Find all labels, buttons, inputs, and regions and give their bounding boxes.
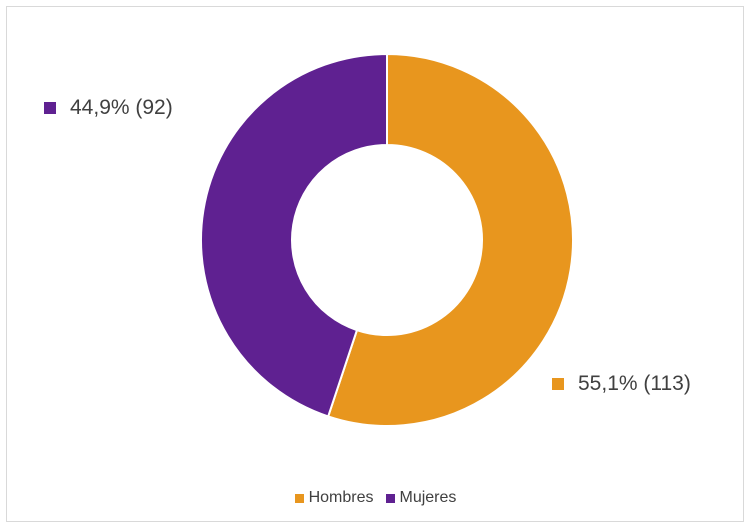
legend-item-hombres: Hombres [294, 489, 374, 507]
data-label-hombres: 55,1% (113) [552, 372, 691, 396]
data-label-swatch-hombres [552, 378, 564, 390]
data-label-hombres-text: 55,1% (113) [578, 372, 691, 395]
legend: Hombres Mujeres [0, 489, 751, 507]
data-label-mujeres-text: 44,9% (92) [70, 96, 173, 119]
data-label-swatch-mujeres [44, 102, 56, 114]
legend-label-mujeres: Mujeres [399, 489, 457, 506]
legend-item-mujeres: Mujeres [385, 489, 457, 507]
legend-swatch-mujeres [385, 493, 395, 503]
legend-swatch-hombres [294, 493, 304, 503]
slice-mujeres [200, 52, 388, 418]
slice-hombres [326, 52, 574, 427]
legend-label-hombres: Hombres [308, 489, 374, 506]
data-label-mujeres: 44,9% (92) [44, 96, 173, 120]
